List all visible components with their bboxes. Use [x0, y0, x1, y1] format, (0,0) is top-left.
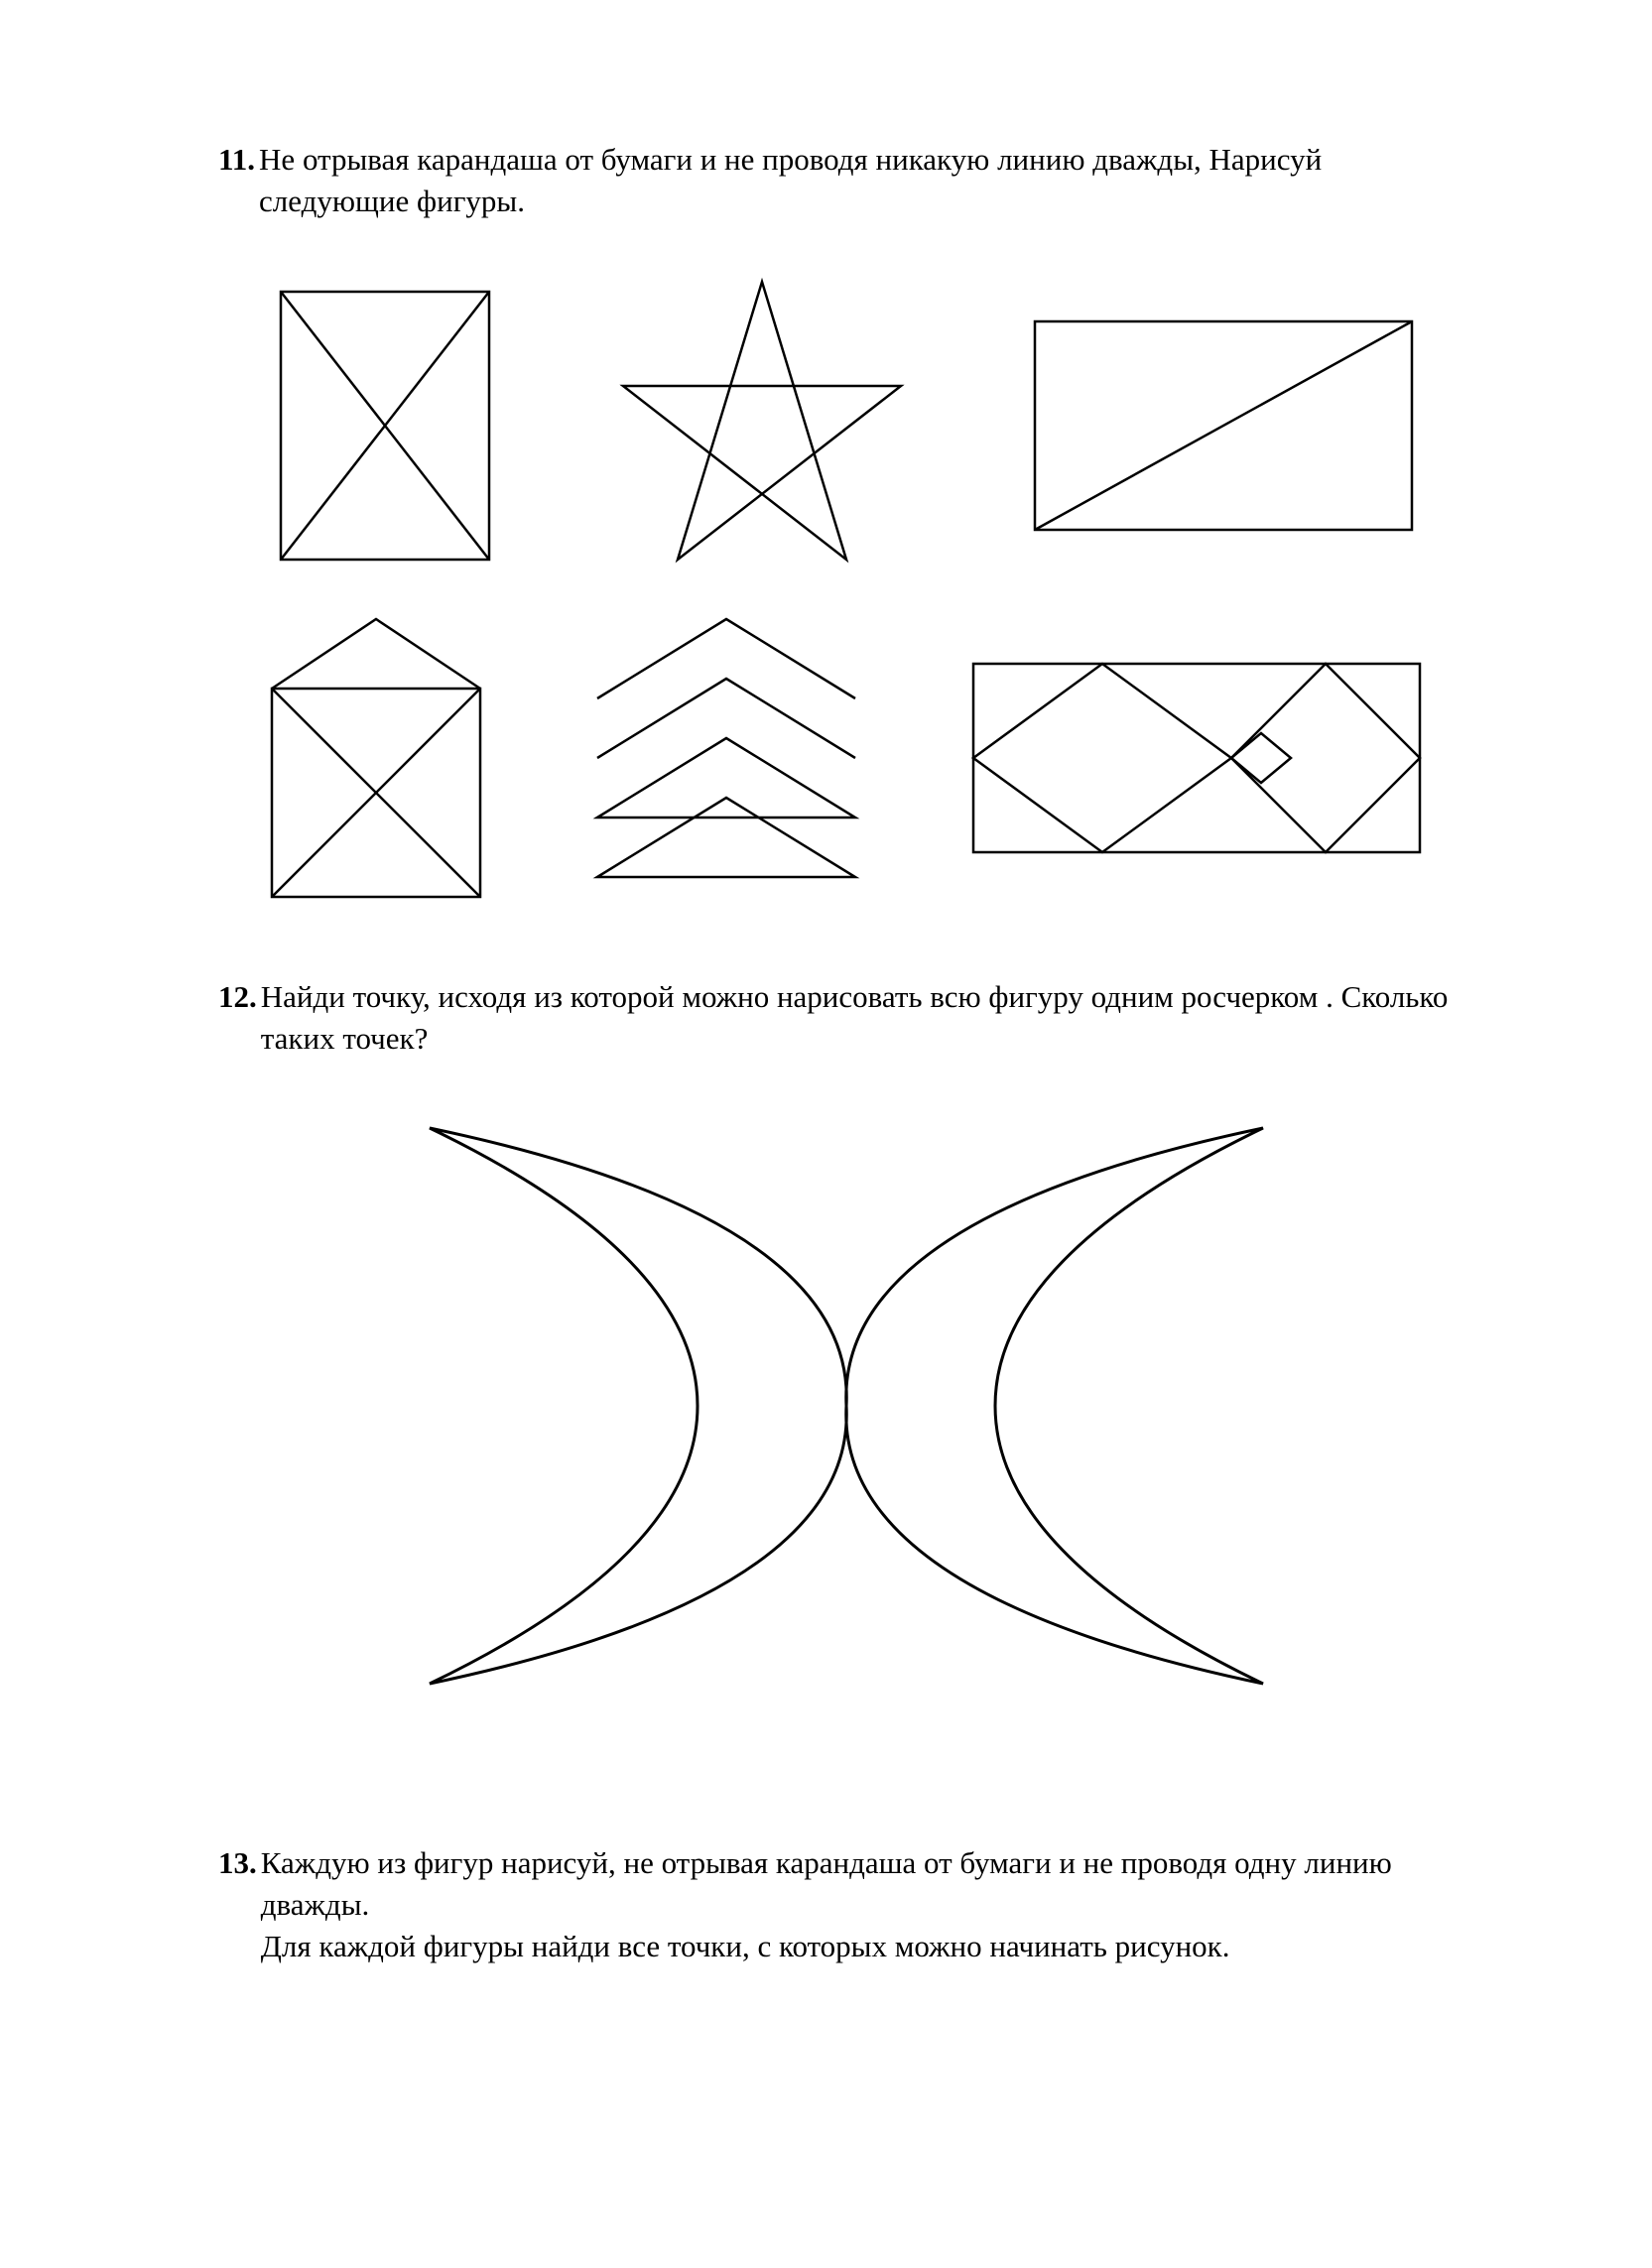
figure-rect-diag: [1025, 312, 1422, 540]
crescent-holder: [218, 1088, 1473, 1723]
figures-row-1: [218, 272, 1473, 579]
problem-11: 11. Не отрывая карандаша от бумаги и не …: [218, 139, 1473, 907]
page: 11. Не отрывая карандаша от бумаги и не …: [0, 0, 1652, 2268]
figure-house: [262, 609, 490, 907]
figure-star: [603, 272, 921, 579]
figures-row-2: [218, 609, 1473, 907]
problem-13: 13. Каждую из фигур нарисуй, не отрывая …: [218, 1842, 1473, 1967]
figure-chevrons: [577, 609, 875, 907]
problem-11-body: Не отрывая карандаша от бумаги и не пров…: [259, 139, 1473, 222]
problem-11-number: 11.: [218, 139, 255, 181]
problem-13-body: Каждую из фигур нарисуй, не отрывая кара…: [261, 1842, 1473, 1967]
figure-rect-diamonds: [963, 654, 1430, 862]
problem-12-body: Найди точку, исходя из которой можно нар…: [261, 976, 1473, 1060]
figure-square-x: [271, 282, 499, 569]
problem-12: 12. Найди точку, исходя из которой можно…: [218, 976, 1473, 1724]
problem-12-text: 12. Найди точку, исходя из которой можно…: [218, 976, 1473, 1060]
problem-11-text: 11. Не отрывая карандаша от бумаги и не …: [218, 139, 1473, 222]
problem-13-number: 13.: [218, 1842, 257, 1884]
problem-12-number: 12.: [218, 976, 257, 1018]
figure-crescents: [390, 1088, 1303, 1723]
problem-13-text: 13. Каждую из фигур нарисуй, не отрывая …: [218, 1842, 1473, 1967]
